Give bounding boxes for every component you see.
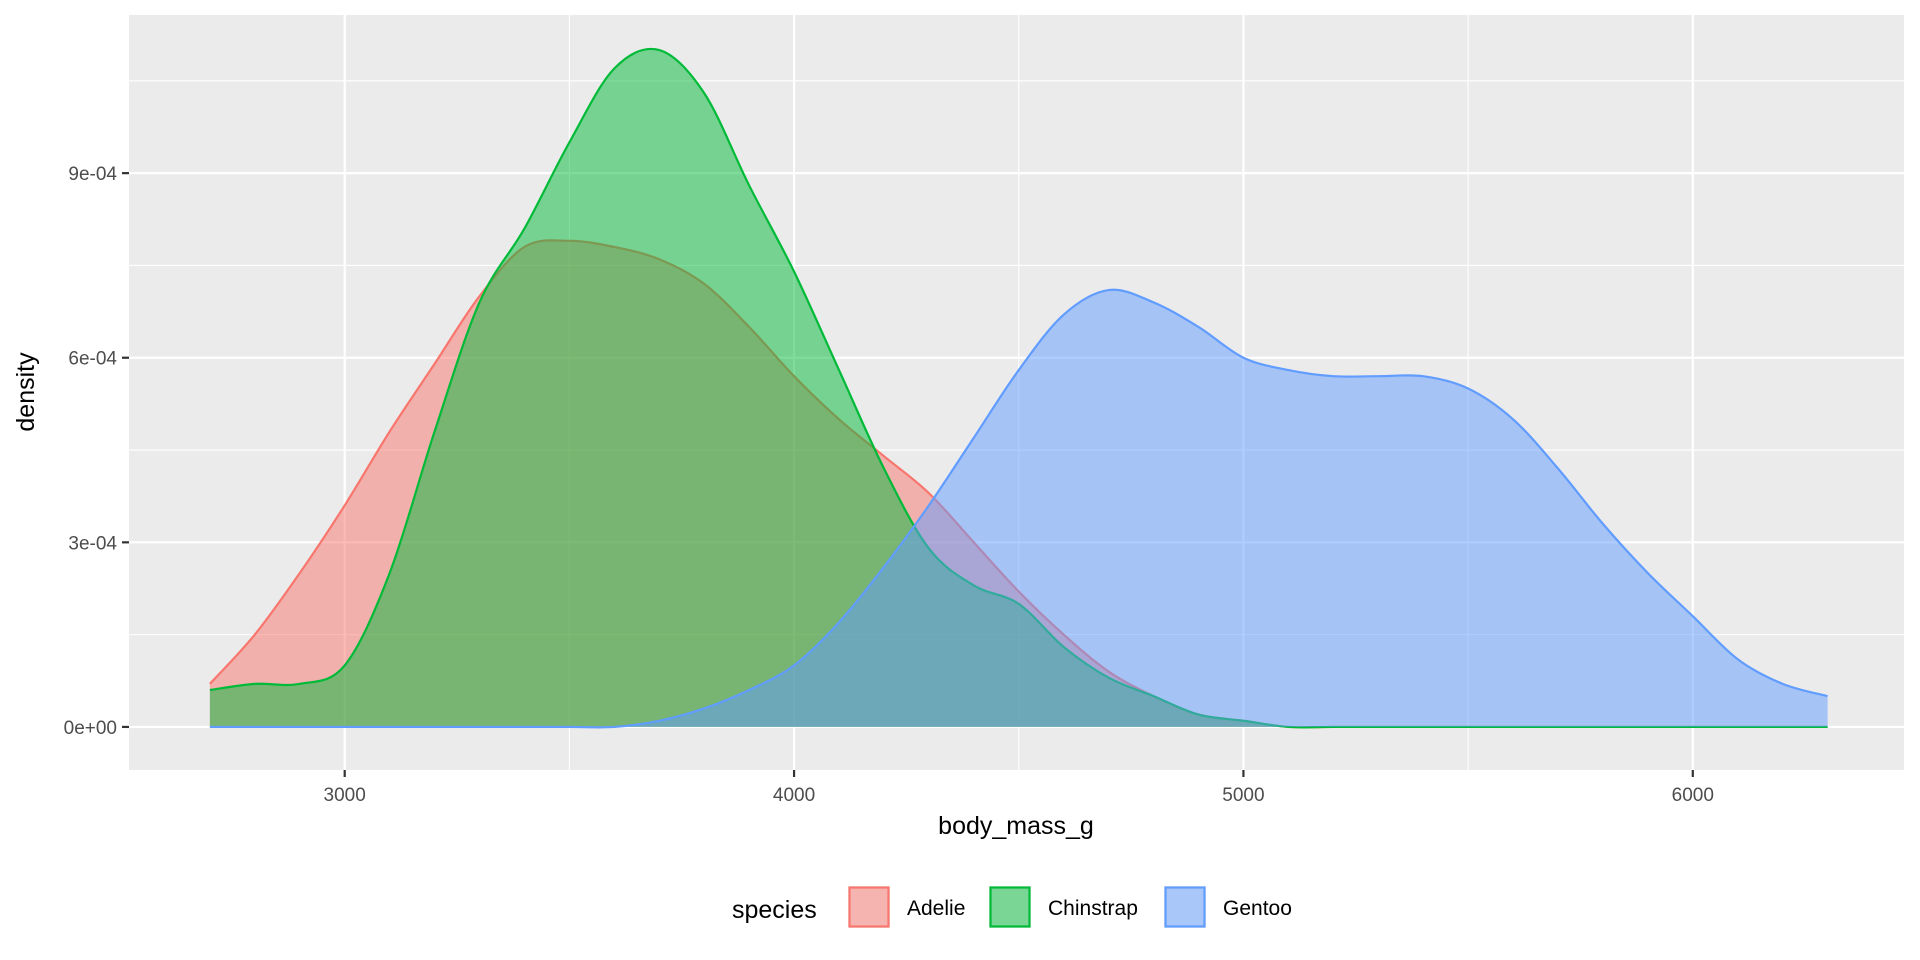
density-area-chinstrap xyxy=(209,48,1828,728)
x-axis-title: body_mass_g xyxy=(938,812,1094,840)
legend-swatch-chinstrap xyxy=(989,886,1031,928)
legend-title: species xyxy=(732,896,817,924)
legend: species Adelie Chinstrap Gentoo xyxy=(732,886,1292,928)
density-areas xyxy=(209,47,1828,729)
density-area-gentoo xyxy=(209,289,1828,728)
legend-swatch-gentoo xyxy=(1164,886,1206,928)
legend-label-adelie: Adelie xyxy=(907,897,965,920)
x-tick-label: 6000 xyxy=(1672,785,1714,806)
x-tick-label: 5000 xyxy=(1222,785,1264,806)
y-tick-label: 3e-04 xyxy=(68,533,117,554)
y-axis: 0e+00 3e-04 6e-04 9e-04 xyxy=(64,164,129,739)
y-tick-label: 9e-04 xyxy=(68,164,117,185)
y-axis-title: density xyxy=(12,352,40,432)
legend-label-chinstrap: Chinstrap xyxy=(1048,897,1138,920)
legend-label-gentoo: Gentoo xyxy=(1223,897,1292,920)
x-tick-label: 4000 xyxy=(773,785,815,806)
x-tick-label: 3000 xyxy=(324,785,366,806)
y-tick-label: 0e+00 xyxy=(64,718,117,739)
legend-swatch-adelie xyxy=(848,886,890,928)
density-line-gentoo xyxy=(209,288,1828,729)
y-tick-label: 6e-04 xyxy=(68,349,117,370)
x-axis: 3000 4000 5000 6000 xyxy=(324,770,1714,806)
